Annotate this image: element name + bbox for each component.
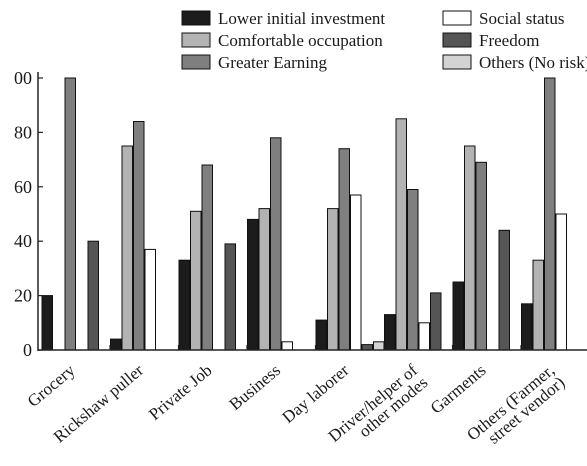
legend-label: Social status	[479, 9, 564, 28]
bar-series-2-category-6	[475, 161, 487, 351]
bar-series-2-category-0	[64, 77, 76, 351]
bar-series-3-category-3	[281, 341, 293, 351]
y-tick-label: 0	[23, 340, 32, 360]
bar-series-1-category-1	[121, 145, 133, 351]
bar-series-0-category-0	[41, 295, 53, 351]
bar-series-1-category-7	[532, 259, 544, 351]
bar-series-0-category-3	[247, 218, 259, 351]
bar-series-0-category-5	[384, 314, 396, 351]
legend-swatch	[181, 10, 211, 26]
bar-series-4-category-5	[430, 292, 442, 351]
y-tick-label: 40	[14, 231, 32, 251]
bar-series-0-category-6	[452, 281, 464, 351]
x-category-label: Business	[226, 361, 285, 414]
y-tick-label: 80	[14, 122, 32, 142]
legend-swatch	[442, 10, 472, 26]
bar-series-2-category-4	[338, 148, 350, 351]
bar-series-0-category-2	[178, 259, 190, 351]
bars	[41, 77, 567, 351]
bar-series-3-category-1	[144, 248, 156, 351]
x-category-label: Garments	[427, 361, 490, 418]
bar-series-5-category-4	[373, 341, 385, 351]
legend-swatch	[442, 54, 472, 70]
x-category-label: Grocery	[24, 360, 79, 411]
axes	[37, 72, 587, 351]
bar-series-1-category-3	[258, 208, 270, 351]
bar-series-3-category-4	[350, 194, 362, 351]
bar-series-1-category-5	[395, 118, 407, 351]
legend-label: Others (No risk)	[479, 53, 587, 72]
legend-swatch	[181, 32, 211, 48]
y-tick-label: 60	[14, 177, 32, 197]
bar-series-4-category-6	[498, 229, 510, 351]
bar-series-3-category-7	[555, 213, 567, 351]
legend-label: Freedom	[479, 31, 539, 50]
y-tick-label: 00	[14, 68, 32, 88]
bar-series-4-category-0	[87, 240, 99, 351]
bar-series-2-category-2	[201, 164, 213, 351]
bar-series-1-category-2	[190, 210, 202, 351]
bar-series-1-category-6	[464, 145, 476, 351]
x-category-label: Private Job	[145, 361, 215, 424]
bar-series-1-category-4	[327, 208, 339, 351]
legend-swatch	[181, 54, 211, 70]
legend: Lower initial investment Comfortable occu…	[181, 9, 587, 72]
bar-series-0-category-1	[110, 338, 122, 351]
bar-series-0-category-7	[521, 303, 533, 351]
legend-swatch	[442, 32, 472, 48]
y-tick-label: 20	[14, 286, 32, 306]
bar-series-2-category-3	[270, 137, 282, 351]
legend-label: Comfortable occupation	[218, 31, 383, 50]
legend-label: Lower initial investment	[218, 9, 385, 28]
bar-series-2-category-5	[407, 189, 419, 351]
bar-series-0-category-4	[315, 319, 327, 351]
bar-series-3-category-5	[418, 322, 430, 351]
bar-series-2-category-7	[544, 77, 556, 351]
bar-series-4-category-2	[224, 243, 236, 351]
legend-label: Greater Earning	[218, 53, 328, 72]
bar-series-4-category-4	[361, 344, 373, 351]
bar-series-2-category-1	[133, 121, 145, 351]
